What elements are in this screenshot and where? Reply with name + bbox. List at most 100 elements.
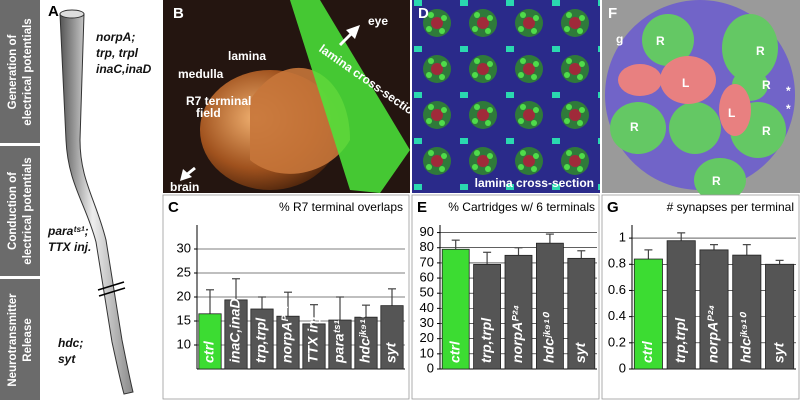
bar	[666, 240, 696, 370]
l-terminal	[719, 84, 751, 136]
image-label: R	[712, 174, 721, 188]
image-label: eye	[368, 14, 388, 28]
y-tick-label: 0	[427, 360, 434, 375]
y-tick-label: 10	[420, 345, 434, 360]
category-label: ctrl	[639, 340, 655, 363]
r-terminal	[722, 14, 778, 82]
break-mark	[97, 281, 125, 291]
section-label: Release	[22, 318, 34, 361]
y-tick-label: 20	[420, 330, 434, 345]
category-label: norpAᴾ²⁴	[279, 305, 295, 363]
category-label: trp,trpl	[478, 317, 494, 363]
bar	[535, 242, 564, 370]
bar	[633, 258, 663, 370]
section-box	[0, 0, 40, 143]
image-label: R	[762, 124, 771, 138]
category-label: syt	[383, 341, 399, 363]
image-label: medulla	[178, 67, 224, 81]
panel-label: G	[607, 199, 619, 216]
category-label: trp,trpl	[672, 317, 688, 363]
panel-d: D lamina cross-section	[412, 0, 600, 193]
r-terminal	[669, 102, 721, 154]
panel-label: A	[48, 3, 59, 20]
break-mark	[98, 287, 126, 297]
y-tick-label: 0.4	[608, 308, 626, 323]
category-label: ctrl	[201, 340, 217, 363]
gene-label: syt	[58, 352, 76, 366]
y-tick-label: 0	[619, 360, 626, 375]
section-label: Neurotransmitter	[7, 293, 19, 387]
section-label: electrical potentials	[22, 157, 34, 264]
bar	[699, 249, 729, 370]
bar	[198, 313, 222, 370]
bar	[328, 319, 352, 370]
panel-f: F g R R R R R R L L * *	[602, 0, 800, 202]
section-label: electrical potentials	[22, 18, 34, 125]
r-terminal	[610, 102, 666, 154]
category-label: hdcʲᵏ⁹¹⁰	[738, 311, 754, 363]
y-tick-label: 0.8	[608, 256, 626, 271]
category-label: ctrl	[446, 340, 462, 363]
y-tick-label: 15	[177, 312, 191, 327]
arrow-head	[180, 169, 192, 181]
image-label: R7 terminal	[186, 94, 251, 108]
bar	[250, 308, 274, 370]
category-label: inaC,inaD	[227, 298, 243, 363]
gene-label: trp, trpl	[96, 46, 139, 60]
gene-label: TTX inj.	[48, 240, 91, 254]
bar	[224, 299, 248, 370]
image-background	[412, 0, 600, 193]
y-tick-label: 70	[420, 254, 434, 269]
category-label: syt	[770, 341, 786, 363]
panel-a: Generation of electrical potentials Condu…	[0, 0, 152, 400]
section-label: Conduction of	[7, 172, 19, 250]
y-tick-label: 30	[177, 240, 191, 255]
bar	[765, 263, 795, 370]
gene-label: norpA;	[96, 30, 135, 44]
panel-label: C	[168, 199, 179, 216]
y-tick-label: 10	[177, 336, 191, 351]
neuron-top	[59, 9, 85, 19]
image-label: lamina	[228, 49, 266, 63]
cross-section-plane	[290, 0, 410, 193]
y-tick-label: 0.6	[608, 282, 626, 297]
image-label: field	[196, 106, 221, 120]
y-tick-label: 20	[177, 288, 191, 303]
image-label: *	[786, 84, 791, 98]
image-label: g	[616, 32, 623, 46]
bar	[276, 315, 300, 370]
arrow-head	[346, 25, 360, 39]
gene-label: hdc;	[58, 336, 83, 350]
chart-title: % Cartridges w/ 6 terminals	[448, 200, 595, 214]
panel-label: E	[417, 199, 427, 216]
section-box	[0, 279, 40, 400]
y-tick-label: 80	[420, 239, 434, 254]
y-tick-label: 90	[420, 224, 434, 239]
image-label: R	[656, 34, 665, 48]
y-tick-label: 50	[420, 285, 434, 300]
y-tick-label: 60	[420, 269, 434, 284]
category-label: hdcʲᵏ⁹¹⁰	[541, 311, 557, 363]
bar	[302, 323, 326, 370]
image-label: R	[630, 120, 639, 134]
gene-label: inaC,inaD	[96, 62, 152, 76]
category-label: syt	[572, 341, 588, 363]
panel-label: F	[608, 5, 617, 22]
chart-title: # synapses per terminal	[667, 200, 794, 214]
category-label: paraᵗˢ¹	[331, 320, 347, 364]
chart-title: % R7 terminal overlaps	[279, 200, 403, 214]
gene-label: paraᵗˢ¹;	[47, 224, 89, 238]
l-terminal	[618, 64, 662, 96]
image-label: *	[786, 102, 791, 116]
image-label: R	[762, 78, 771, 92]
image-label: L	[728, 106, 735, 120]
bar	[473, 264, 502, 370]
category-label: norpAᴾ²⁴	[705, 305, 721, 363]
bar	[504, 254, 533, 370]
category-label: norpAᴾ²⁴	[509, 305, 525, 363]
image-label: lamina cross-section	[475, 176, 594, 190]
l-terminal	[660, 56, 716, 104]
bar	[732, 254, 762, 370]
